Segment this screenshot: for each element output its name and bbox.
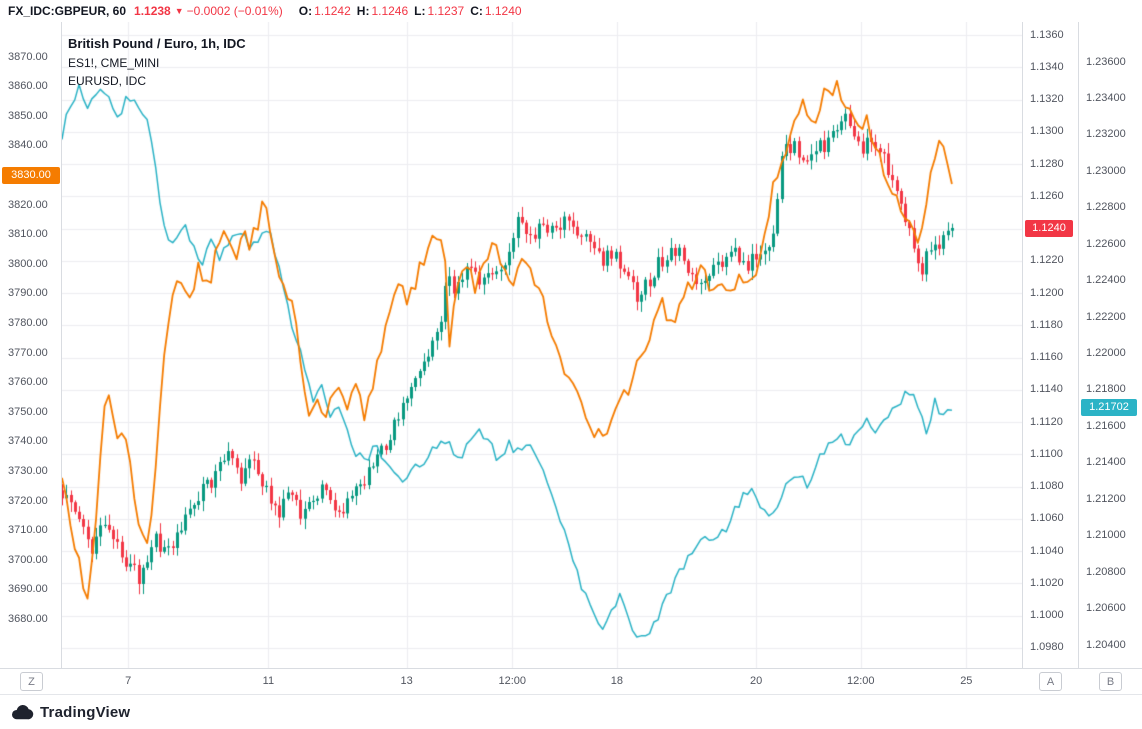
time-axis-tick: 11: [262, 675, 275, 687]
left-axis-tick: 3680.00: [8, 612, 48, 625]
timezone-button[interactable]: Z: [20, 672, 43, 691]
last-price: 1.1238: [134, 4, 171, 18]
right1-axis-tick: 1.1060: [1030, 512, 1064, 525]
right1-axis-tick: 1.1140: [1030, 383, 1063, 396]
left-axis-tick: 3810.00: [8, 228, 48, 241]
left-axis-tick: 3760.00: [8, 376, 48, 389]
es-last-price-badge: 3830.00: [2, 166, 60, 184]
right1-axis-tick: 1.1080: [1030, 480, 1064, 493]
high-value: 1.1246: [371, 4, 409, 18]
right1-axis-tick: 1.1360: [1030, 28, 1064, 41]
high-label: H:: [356, 4, 370, 18]
right2-axis-tick: 1.22600: [1086, 237, 1126, 250]
time-axis-tick: 12:00: [498, 675, 526, 687]
right2-axis-tick: 1.23200: [1086, 128, 1126, 141]
right1-axis-tick: 1.1220: [1030, 254, 1064, 267]
right2-axis-tick: 1.21000: [1086, 529, 1126, 542]
left-axis-tick: 3850.00: [8, 109, 48, 122]
right2-axis-tick: 1.22400: [1086, 274, 1126, 287]
right1-axis-tick: 1.0980: [1030, 641, 1064, 654]
right2-axis-tick: 1.20400: [1086, 638, 1126, 651]
right2-axis-tick: 1.22800: [1086, 201, 1126, 214]
right-axis2-separator: [1078, 22, 1079, 694]
price-chart-canvas[interactable]: [62, 22, 1022, 668]
eurusd-last-price-badge: 1.21702: [1081, 399, 1137, 417]
left-axis-tick: 3870.00: [8, 50, 48, 63]
right2-axis-tick: 1.21400: [1086, 456, 1126, 469]
tradingview-brand[interactable]: TradingView: [40, 703, 131, 721]
legend-main-series[interactable]: British Pound / Euro, 1h, IDC: [68, 36, 246, 51]
time-axis-tick: 7: [125, 675, 132, 687]
left-axis-tick: 3720.00: [8, 494, 48, 507]
left-axis-tick: 3860.00: [8, 80, 48, 93]
right2-axis-tick: 1.23000: [1086, 164, 1126, 177]
right1-axis-tick: 1.1200: [1030, 286, 1064, 299]
right1-axis-tick: 1.1160: [1030, 351, 1063, 364]
left-axis-tick: 3770.00: [8, 346, 48, 359]
right1-axis-tick: 1.1020: [1030, 576, 1064, 589]
left-axis-tick: 3750.00: [8, 405, 48, 418]
symbol-title[interactable]: FX_IDC:GBPEUR, 60: [8, 4, 127, 18]
right1-axis-tick: 1.1320: [1030, 93, 1064, 106]
right1-axis-tick: 1.1340: [1030, 60, 1064, 73]
right1-axis-tick: 1.1280: [1030, 157, 1064, 170]
right2-axis-tick: 1.23400: [1086, 91, 1126, 104]
legend-compare-es1[interactable]: ES1!, CME_MINI: [68, 56, 160, 70]
footer-bar: TradingView: [0, 694, 1142, 729]
price-down-icon: ▼: [174, 6, 184, 16]
tradingview-logo-icon[interactable]: [10, 704, 34, 721]
legend-compare-eurusd[interactable]: EURUSD, IDC: [68, 74, 147, 88]
low-label: L:: [414, 4, 426, 18]
axis-b-button[interactable]: B: [1099, 672, 1122, 691]
close-value: 1.1240: [484, 4, 522, 18]
time-axis-tick: 12:00: [846, 675, 875, 687]
left-axis-tick: 3710.00: [8, 524, 48, 537]
right2-axis-tick: 1.20800: [1086, 565, 1126, 578]
close-label: C:: [470, 4, 483, 18]
left-axis-tick: 3840.00: [8, 139, 48, 152]
low-value: 1.1237: [427, 4, 465, 18]
left-axis-tick: 3690.00: [8, 583, 48, 596]
time-axis-tick: 25: [960, 675, 973, 687]
time-axis-tick: 13: [400, 675, 413, 687]
symbol-info-bar: FX_IDC:GBPEUR, 60 1.1238 ▼ −0.0002 (−0.0…: [0, 0, 1142, 22]
right1-axis-tick: 1.1000: [1030, 609, 1064, 622]
price-change: −0.0002 (−0.01%): [186, 4, 283, 18]
left-axis-tick: 3780.00: [8, 316, 48, 329]
time-axis[interactable]: Z A B 7 11 13 12:00 18 20 12:00 25: [0, 668, 1142, 694]
open-label: O:: [298, 4, 313, 18]
right1-axis-tick: 1.1040: [1030, 544, 1064, 557]
right2-axis-tick: 1.21600: [1086, 419, 1126, 432]
right1-axis-tick: 1.1300: [1030, 125, 1064, 138]
time-axis-tick: 20: [749, 675, 763, 687]
left-axis-tick: 3790.00: [8, 287, 48, 300]
right1-axis-tick: 1.1100: [1030, 447, 1063, 460]
axis-a-button[interactable]: A: [1039, 672, 1062, 691]
left-axis-tick: 3740.00: [8, 435, 48, 448]
right1-axis-tick: 1.1180: [1030, 318, 1063, 331]
right2-axis-tick: 1.20600: [1086, 602, 1126, 615]
left-axis-separator: [61, 22, 62, 694]
right2-axis-tick: 1.22000: [1086, 347, 1126, 360]
right2-axis-tick: 1.21800: [1086, 383, 1126, 396]
gbpeur-last-price-badge: 1.1240: [1025, 220, 1073, 238]
right1-axis-tick: 1.1260: [1030, 189, 1064, 202]
left-axis-tick: 3800.00: [8, 257, 48, 270]
right2-axis-tick: 1.21200: [1086, 492, 1126, 505]
left-axis-tick: 3730.00: [8, 464, 48, 477]
right1-axis-tick: 1.1120: [1030, 415, 1063, 428]
left-axis-tick: 3700.00: [8, 553, 48, 566]
right-axis1-separator: [1022, 22, 1023, 694]
time-axis-tick: 18: [610, 675, 623, 687]
chart-legend: British Pound / Euro, 1h, IDC ES1!, CME_…: [68, 36, 246, 92]
right2-axis-tick: 1.23600: [1086, 55, 1126, 68]
right2-axis-tick: 1.22200: [1086, 310, 1126, 323]
open-value: 1.1242: [314, 4, 351, 18]
left-axis-tick: 3820.00: [8, 198, 48, 211]
